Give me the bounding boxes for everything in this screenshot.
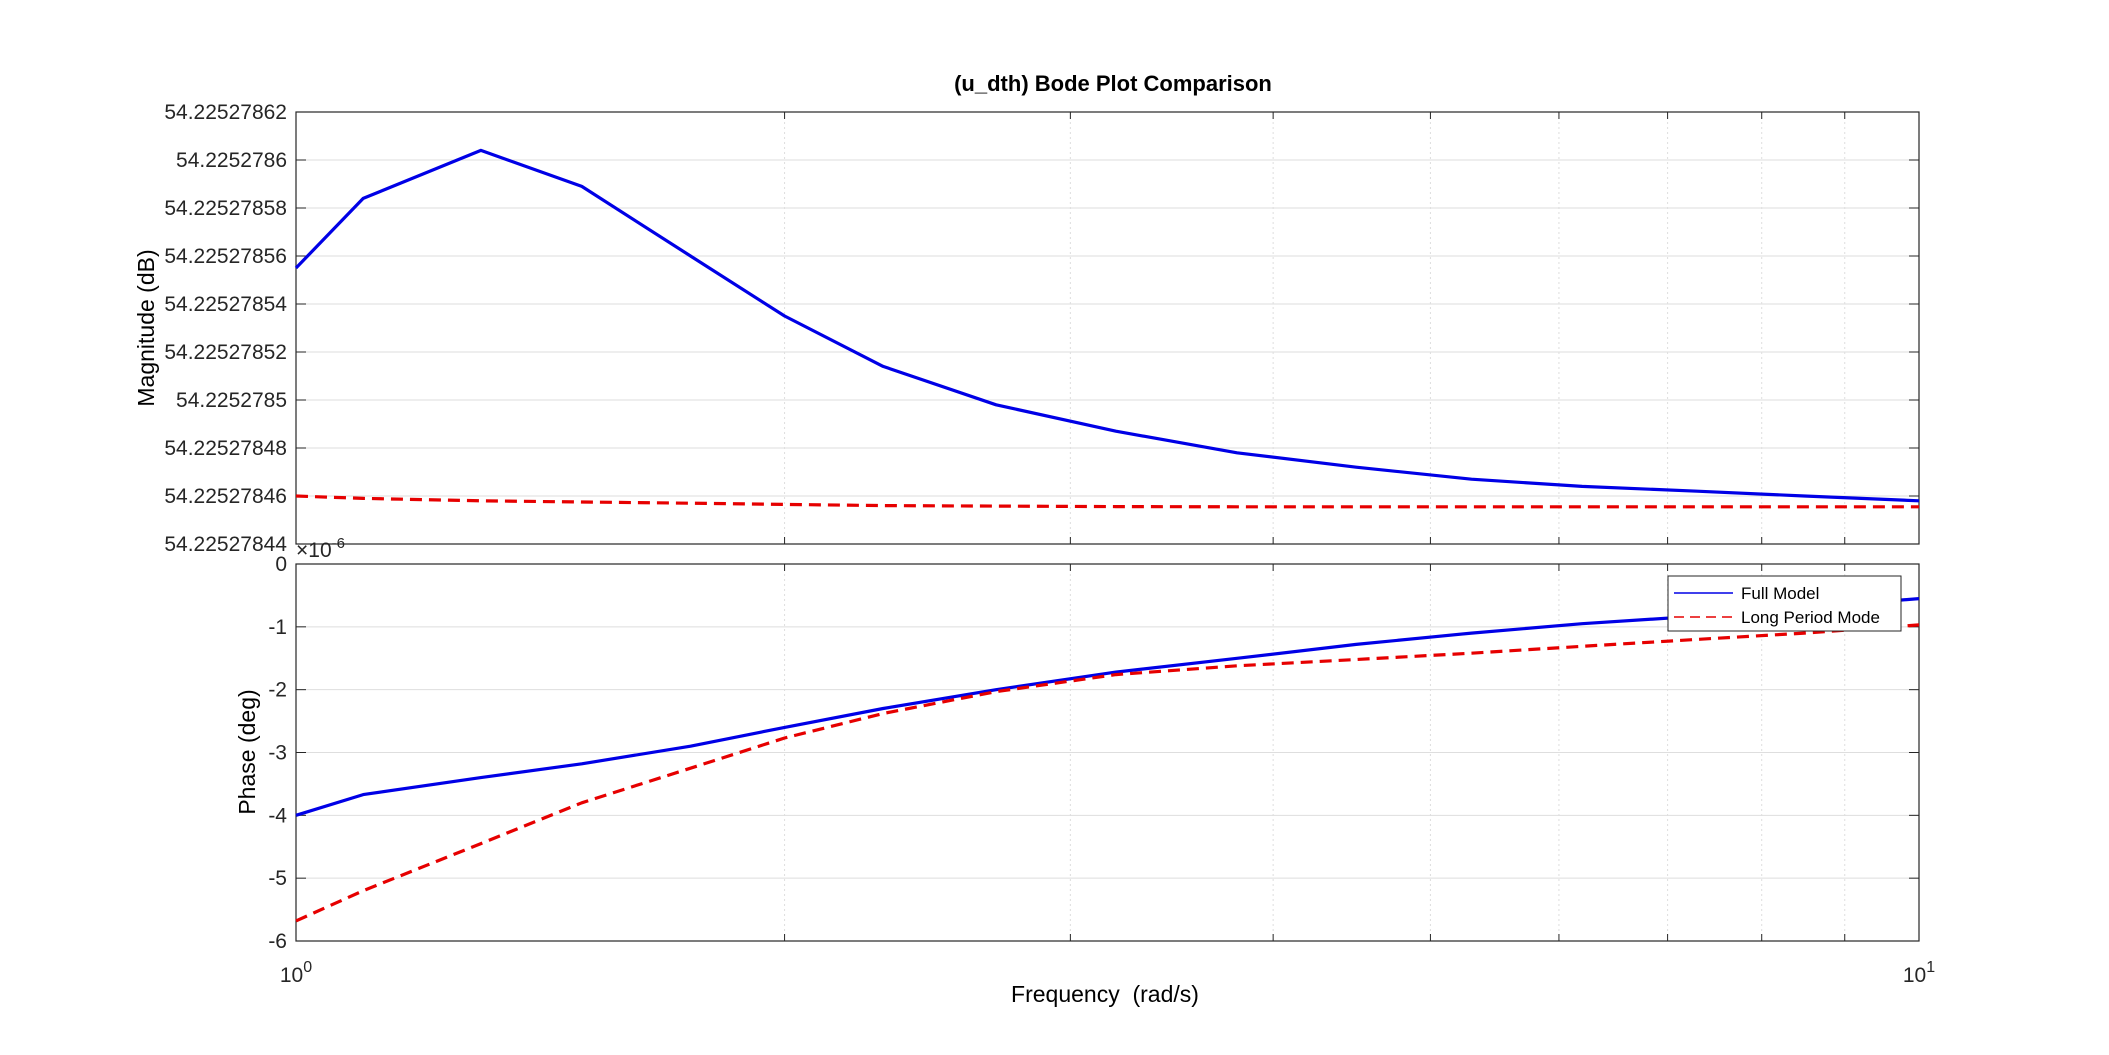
phase-ytick-label-1: -1: [268, 616, 287, 639]
x-tick-10-base: 10: [1903, 964, 1926, 987]
phase-ytick-label-0: 0: [275, 553, 287, 576]
magnitude-ytick-label-5: 54.22527854: [164, 293, 287, 316]
phase-series-long-period-mode: [295, 623, 1920, 923]
legend-label-long-period: Long Period Mode: [1741, 608, 1880, 627]
phase-series: [295, 597, 1920, 923]
phase-ytick-label-2: -2: [268, 679, 287, 702]
magnitude-grid: [296, 111, 1919, 545]
phase-series-full-model: [295, 597, 1920, 817]
chart-title: (u_dth) Bode Plot Comparison: [954, 71, 1272, 96]
x-tick-label-10: 101: [1903, 959, 1935, 987]
magnitude-ylabel: Magnitude (dB): [133, 249, 159, 406]
magnitude-series-full-model: [294, 148, 1920, 503]
phase-panel: 0-1-2-3-4-5-6 Phase (deg) ×10-6: [234, 535, 1920, 953]
x-tick-10-exp: 1: [1926, 959, 1935, 976]
legend-label-full-model: Full Model: [1741, 584, 1819, 603]
phase-multiplier-base: ×10: [296, 539, 332, 562]
magnitude-panel: 54.22527844 54.22527846 54.22527848 54.2252…: [133, 101, 1920, 556]
phase-ytick-label-3: -3: [268, 742, 287, 765]
magnitude-ytick-label-8: 54.2252786: [176, 149, 287, 172]
phase-multiplier-exp: -6: [332, 535, 345, 552]
magnitude-ticks: 54.22527844 54.22527846 54.22527848 54.2252…: [164, 101, 1919, 556]
magnitude-series: [294, 148, 1920, 509]
magnitude-series-long-period-mode: [295, 494, 1919, 509]
magnitude-ytick-label-3: 54.2252785: [176, 389, 287, 412]
x-axis-label: Frequency (rad/s): [1011, 981, 1199, 1007]
magnitude-ytick-label-2: 54.22527848: [164, 437, 287, 460]
magnitude-ytick-label-4: 54.22527852: [164, 341, 287, 364]
magnitude-ytick-label-9: 54.22527862: [164, 101, 287, 124]
magnitude-axes-box: [295, 111, 1920, 545]
magnitude-ytick-label-7: 54.22527858: [164, 197, 287, 220]
phase-ticks: 0 -1 -2 -3 -4 -5 -6: [268, 553, 1919, 953]
legend-box: [1667, 575, 1902, 632]
phase-ytick-label-5: -5: [268, 867, 287, 890]
phase-ytick-label-4: -4: [268, 804, 287, 827]
phase-ylabel: Phase (deg): [234, 689, 260, 814]
phase-multiplier: ×10-6: [296, 535, 345, 562]
x-tick-1-exp: 0: [303, 959, 312, 976]
legend: Full Model Long Period Mode: [1667, 575, 1902, 632]
magnitude-ytick-label-6: 54.22527856: [164, 245, 287, 268]
magnitude-ytick-label-1: 54.22527846: [164, 485, 287, 508]
phase-ytick-label-6: -6: [268, 930, 287, 953]
x-tick-labels: 100 101: [280, 959, 1935, 987]
x-tick-label-1: 100: [280, 959, 312, 987]
x-tick-1-base: 10: [280, 964, 303, 987]
magnitude-ytick-label-0: 54.22527844: [164, 533, 287, 556]
